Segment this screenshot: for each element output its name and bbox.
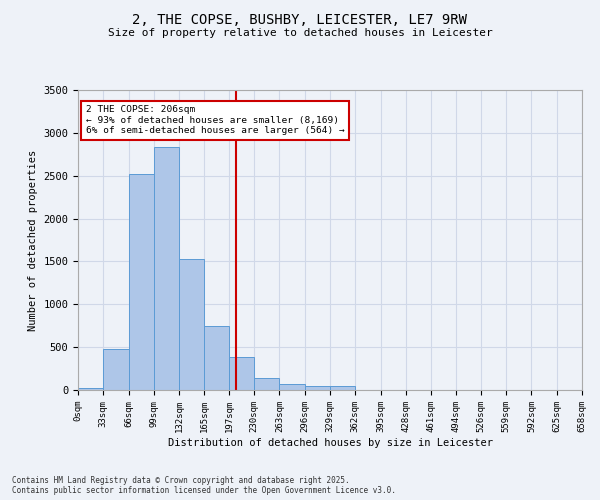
Text: 2, THE COPSE, BUSHBY, LEICESTER, LE7 9RW: 2, THE COPSE, BUSHBY, LEICESTER, LE7 9RW: [133, 12, 467, 26]
Bar: [330, 386, 355, 390]
Bar: [229, 356, 254, 390]
Text: Size of property relative to detached houses in Leicester: Size of property relative to detached ho…: [107, 28, 493, 38]
Bar: [254, 378, 280, 390]
Y-axis label: Number of detached properties: Number of detached properties: [28, 150, 38, 330]
Bar: [128, 174, 154, 390]
Bar: [103, 349, 128, 390]
Bar: [78, 388, 103, 390]
Bar: [305, 386, 330, 390]
Bar: [179, 259, 205, 390]
X-axis label: Distribution of detached houses by size in Leicester: Distribution of detached houses by size …: [167, 438, 493, 448]
Bar: [205, 326, 229, 390]
Bar: [280, 384, 305, 390]
Bar: [154, 146, 179, 390]
Text: 2 THE COPSE: 206sqm
← 93% of detached houses are smaller (8,169)
6% of semi-deta: 2 THE COPSE: 206sqm ← 93% of detached ho…: [86, 106, 344, 135]
Text: Contains HM Land Registry data © Crown copyright and database right 2025.
Contai: Contains HM Land Registry data © Crown c…: [12, 476, 396, 495]
